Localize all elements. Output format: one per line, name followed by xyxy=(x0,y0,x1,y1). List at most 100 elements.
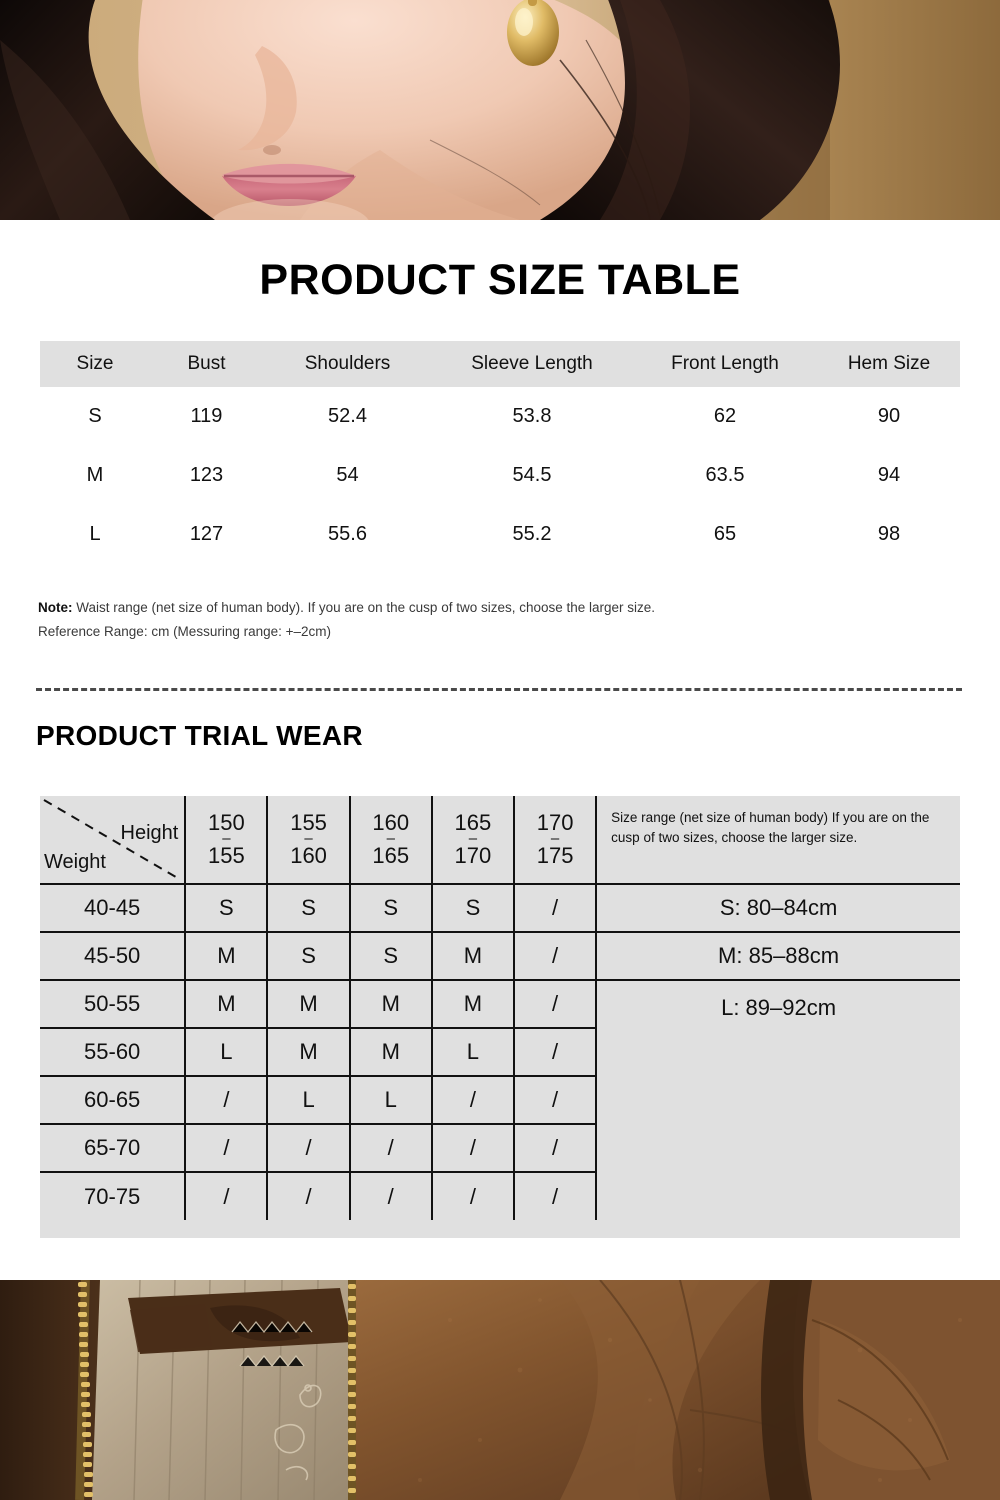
note-line-2: Reference Range: cm (Messuring range: +–… xyxy=(38,623,332,639)
page-title: PRODUCT SIZE TABLE xyxy=(259,256,741,304)
height-column-150-155: 150 – 155 xyxy=(185,796,269,885)
size-cell: / xyxy=(185,1172,269,1220)
weight-label: 70-75 xyxy=(40,1172,187,1220)
cell-shoulders: 52.4 xyxy=(263,387,432,446)
height-column-155-160: 155 – 160 xyxy=(267,796,351,885)
size-cell: / xyxy=(349,1172,433,1220)
height-dash: – xyxy=(386,830,395,848)
corner-label-weight: Weight xyxy=(44,851,106,873)
column-header-size: Size xyxy=(40,341,150,387)
size-cell: M xyxy=(349,1028,433,1077)
cell-sleeve-length: 53.8 xyxy=(432,387,632,446)
table-row: 70-75 / / / / / xyxy=(40,1172,960,1220)
size-cell: L xyxy=(267,1076,351,1125)
size-cell: M xyxy=(185,932,269,981)
size-cell: / xyxy=(431,1076,516,1125)
size-guide-content: PRODUCT SIZE TABLE Size Bust Shoulders S… xyxy=(0,220,1000,1280)
height-to: 165 xyxy=(372,842,410,868)
size-cell: / xyxy=(514,932,598,981)
cell-shoulders: 55.6 xyxy=(263,505,432,564)
cell-size: M xyxy=(40,446,150,505)
size-range-s: S: 80–84cm xyxy=(596,884,960,933)
product-trial-wear-table: Height Weight 150 – 155 155 – xyxy=(40,796,960,1220)
trial-table-info-note: Size range (net size of human body) If y… xyxy=(596,796,960,885)
table-row: L 127 55.6 55.2 65 98 xyxy=(40,505,960,564)
table-row: 45-50 M S S M / M: 85–88cm xyxy=(40,932,960,981)
cell-hem-size: 94 xyxy=(818,446,960,505)
height-from: 155 xyxy=(290,810,327,836)
size-cell: M xyxy=(267,980,351,1029)
cell-sleeve-length: 55.2 xyxy=(432,505,632,564)
height-from: 160 xyxy=(372,810,410,836)
weight-label: 50-55 xyxy=(40,980,187,1029)
height-to: 170 xyxy=(454,842,492,868)
size-cell: / xyxy=(185,1124,269,1173)
note-label: Note: xyxy=(38,600,73,615)
size-cell: M xyxy=(431,932,516,981)
trial-header-row: Height Weight 150 – 155 155 – xyxy=(40,796,960,885)
size-cell: M xyxy=(267,1028,351,1077)
cell-size: S xyxy=(40,387,150,446)
table-row: S 119 52.4 53.8 62 90 xyxy=(40,387,960,446)
note-line-1: Note: Waist range (net size of human bod… xyxy=(38,596,938,620)
size-range-m: M: 85–88cm xyxy=(596,932,960,981)
height-to: 155 xyxy=(208,842,245,868)
cell-front-length: 63.5 xyxy=(632,446,818,505)
size-cell: / xyxy=(514,980,598,1029)
size-cell: M xyxy=(349,980,433,1029)
table-row: 65-70 / / / / / xyxy=(40,1124,960,1173)
height-column-165-170: 165 – 170 xyxy=(431,796,516,885)
size-cell: L xyxy=(349,1076,433,1125)
size-cell: L xyxy=(185,1028,269,1077)
column-header-hem-size: Hem Size xyxy=(818,341,960,387)
cell-front-length: 65 xyxy=(632,505,818,564)
size-cell: / xyxy=(431,1172,516,1220)
section-divider xyxy=(36,688,962,691)
size-cell: S xyxy=(267,932,351,981)
size-cell: / xyxy=(431,1124,516,1173)
height-to: 175 xyxy=(536,842,574,868)
cell-size: L xyxy=(40,505,150,564)
table-row: 40-45 S S S S / S: 80–84cm xyxy=(40,884,960,933)
size-cell: / xyxy=(514,1076,598,1125)
height-column-160-165: 160 – 165 xyxy=(349,796,433,885)
size-cell: S xyxy=(349,932,433,981)
height-dash: – xyxy=(304,830,313,848)
size-cell: / xyxy=(514,1028,598,1077)
height-from: 150 xyxy=(208,810,245,836)
weight-label: 45-50 xyxy=(40,932,187,981)
size-table-header-row: Size Bust Shoulders Sleeve Length Front … xyxy=(40,341,960,387)
table-row: M 123 54 54.5 63.5 94 xyxy=(40,446,960,505)
cell-bust: 127 xyxy=(150,505,263,564)
size-cell: M xyxy=(185,980,269,1029)
size-cell: S xyxy=(267,884,351,933)
cell-sleeve-length: 54.5 xyxy=(432,446,632,505)
size-cell: / xyxy=(185,1076,269,1125)
product-detail-photo xyxy=(0,1280,1000,1500)
size-cell: S xyxy=(349,884,433,933)
size-cell: / xyxy=(349,1124,433,1173)
weight-label: 65-70 xyxy=(40,1124,187,1173)
height-dash: – xyxy=(550,830,560,848)
cell-hem-size: 98 xyxy=(818,505,960,564)
cell-front-length: 62 xyxy=(632,387,818,446)
cell-bust: 119 xyxy=(150,387,263,446)
height-dash: – xyxy=(222,830,231,848)
table-row: 50-55 M M M M / L: 89–92cm xyxy=(40,980,960,1029)
size-cell: S xyxy=(185,884,269,933)
size-cell: S xyxy=(431,884,516,933)
size-cell: M xyxy=(431,980,516,1029)
height-to: 160 xyxy=(290,842,327,868)
table-row: 55-60 L M M L / xyxy=(40,1028,960,1077)
product-size-table: Size Bust Shoulders Sleeve Length Front … xyxy=(40,341,960,564)
note-text: Waist range (net size of human body). If… xyxy=(72,600,656,615)
column-header-front-length: Front Length xyxy=(632,341,818,387)
column-header-sleeve-length: Sleeve Length xyxy=(432,341,632,387)
table-row: 60-65 / L L / / xyxy=(40,1076,960,1125)
height-weight-corner-cell: Height Weight xyxy=(40,796,187,885)
trial-wear-table-container: Height Weight 150 – 155 155 – xyxy=(40,796,960,1238)
size-cell: / xyxy=(267,1124,351,1173)
corner-label-height: Height xyxy=(120,822,179,844)
height-from: 170 xyxy=(536,810,574,836)
size-range-l: L: 89–92cm xyxy=(721,995,837,1020)
